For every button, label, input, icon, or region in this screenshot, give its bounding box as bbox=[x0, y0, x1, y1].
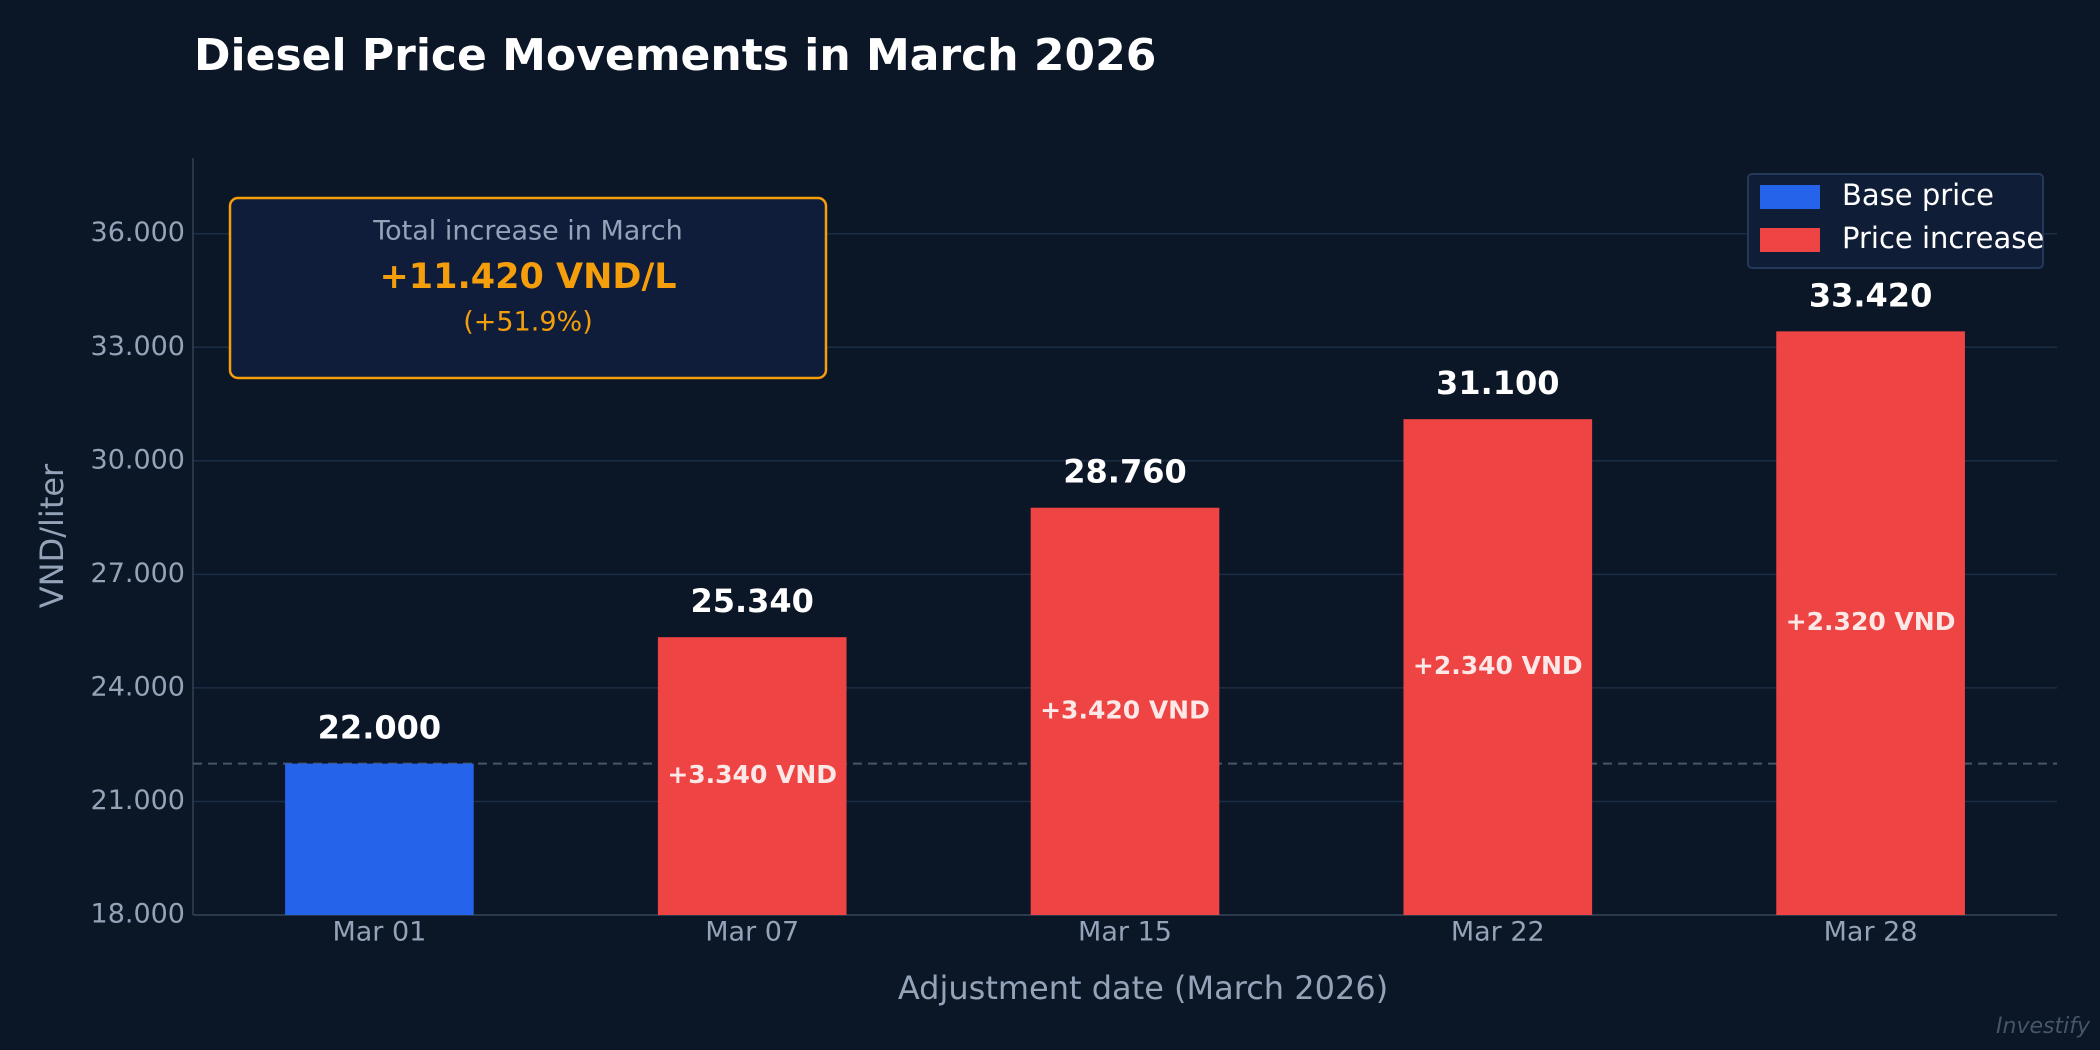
legend-swatch bbox=[1760, 185, 1820, 209]
value-label: 33.420 bbox=[1809, 276, 1932, 314]
x-tick-label: Mar 22 bbox=[1451, 917, 1545, 948]
value-label: 31.100 bbox=[1436, 364, 1559, 402]
value-label: 25.340 bbox=[690, 582, 813, 620]
y-tick-label: 36.000 bbox=[91, 217, 185, 248]
y-axis-label: VND/liter bbox=[33, 463, 71, 608]
value-label: 28.760 bbox=[1063, 453, 1186, 491]
bar bbox=[1030, 507, 1220, 915]
legend-label: Base price bbox=[1842, 178, 1994, 212]
bar bbox=[657, 637, 847, 915]
annotation-box bbox=[228, 196, 828, 380]
change-label: +2.340 VND bbox=[1413, 651, 1583, 680]
annotation-title: Total increase in March bbox=[372, 216, 683, 247]
bar bbox=[1776, 331, 1965, 915]
y-tick-label: 21.000 bbox=[91, 785, 185, 816]
x-axis-label: Adjustment date (March 2026) bbox=[898, 969, 1388, 1007]
y-tick-label: 27.000 bbox=[91, 558, 185, 589]
legend-box bbox=[1747, 173, 2044, 269]
change-label: +3.340 VND bbox=[667, 760, 837, 789]
watermark: Investify bbox=[1996, 1014, 2091, 1039]
x-tick-label: Mar 28 bbox=[1824, 917, 1918, 948]
bar bbox=[1403, 419, 1593, 915]
legend-label: Price increase bbox=[1842, 221, 2044, 255]
y-tick-label: 24.000 bbox=[91, 671, 185, 702]
value-label: 22.000 bbox=[318, 709, 441, 747]
chart-title: Diesel Price Movements in March 2026 bbox=[194, 30, 1156, 81]
x-tick-label: Mar 01 bbox=[332, 917, 426, 948]
y-tick-label: 33.000 bbox=[91, 331, 185, 362]
y-tick-label: 30.000 bbox=[91, 444, 185, 475]
annotation-headline: +11.420 VND/L bbox=[379, 257, 676, 297]
legend: Base price Price increase bbox=[1747, 173, 2044, 269]
x-tick-label: Mar 07 bbox=[705, 917, 799, 948]
change-label: +2.320 VND bbox=[1786, 607, 1956, 636]
annotation: Total increase in March +11.420 VND/L (+51… bbox=[228, 196, 828, 380]
change-label: +3.420 VND bbox=[1040, 695, 1210, 724]
x-tick-label: Mar 15 bbox=[1078, 917, 1172, 948]
annotation-detail: (+51.9%) bbox=[463, 307, 592, 338]
legend-swatch bbox=[1760, 228, 1820, 252]
bar bbox=[285, 763, 474, 915]
y-tick-label: 18.000 bbox=[91, 899, 185, 930]
